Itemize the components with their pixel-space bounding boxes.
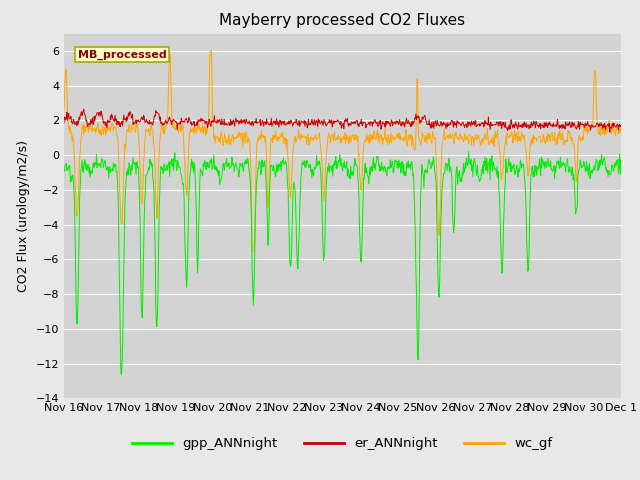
Y-axis label: CO2 Flux (urology/m2/s): CO2 Flux (urology/m2/s) xyxy=(17,140,30,292)
Title: Mayberry processed CO2 Fluxes: Mayberry processed CO2 Fluxes xyxy=(220,13,465,28)
Legend: gpp_ANNnight, er_ANNnight, wc_gf: gpp_ANNnight, er_ANNnight, wc_gf xyxy=(127,432,557,456)
Text: MB_processed: MB_processed xyxy=(78,49,166,60)
